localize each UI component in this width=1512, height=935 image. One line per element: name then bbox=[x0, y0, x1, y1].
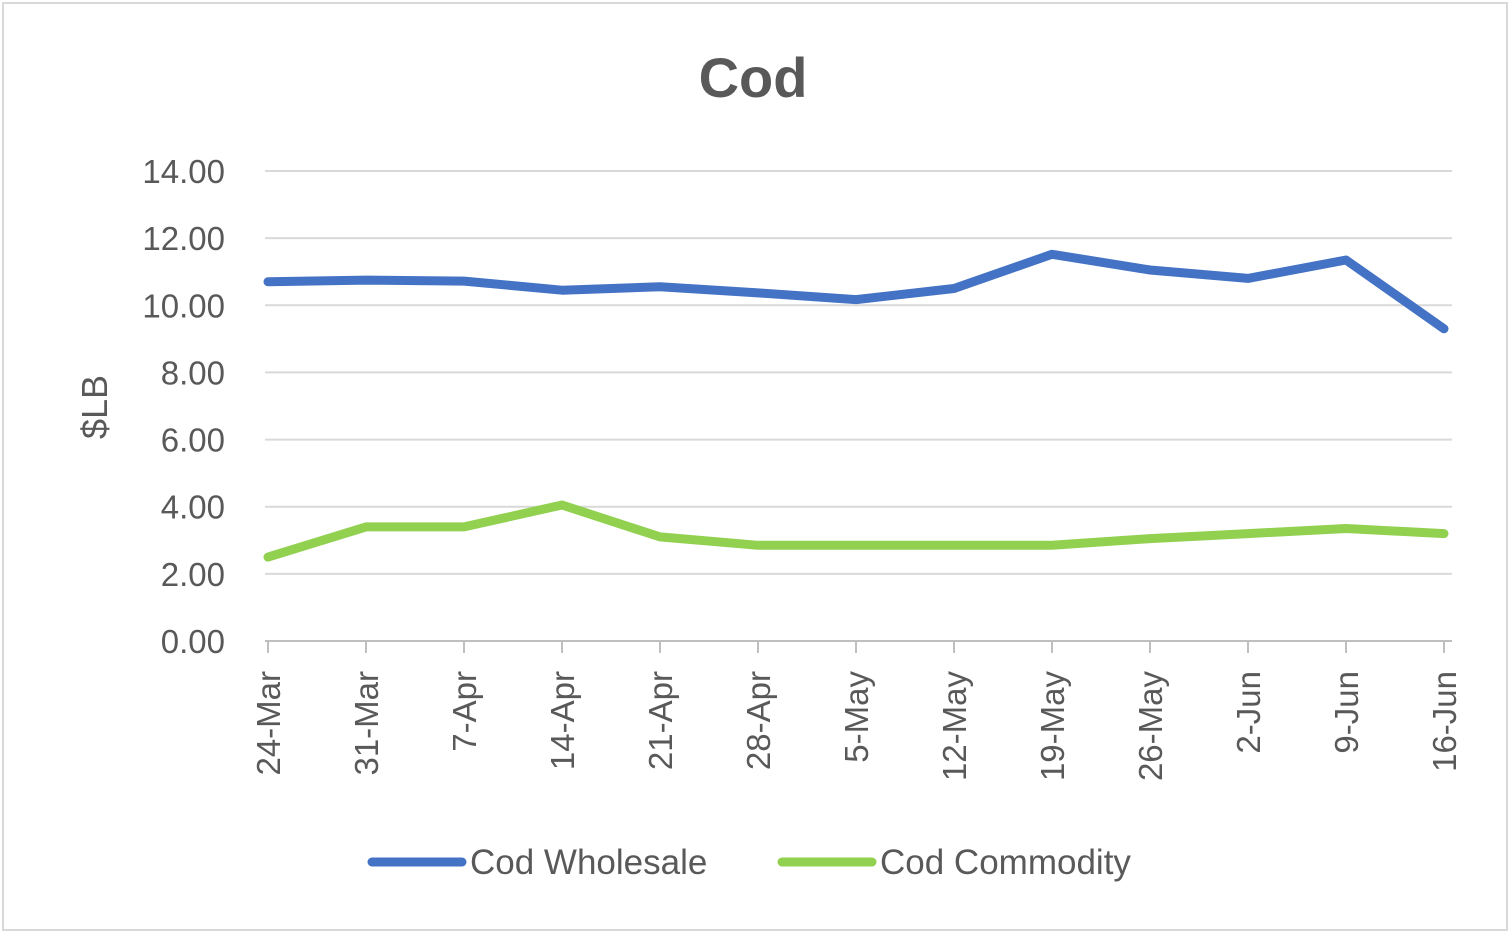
x-tick-label: 9-Jun bbox=[1328, 671, 1365, 754]
y-tick-label: 8.00 bbox=[161, 354, 225, 391]
y-tick-label: 12.00 bbox=[142, 220, 225, 257]
y-tick-label: 2.00 bbox=[161, 556, 225, 593]
y-tick-label: 4.00 bbox=[161, 489, 225, 526]
y-tick-label: 14.00 bbox=[142, 153, 225, 190]
legend: Cod Wholesale Cod Commodity bbox=[367, 843, 1131, 882]
x-tick-label: 28-Apr bbox=[740, 671, 777, 770]
x-tick-label: 7-Apr bbox=[446, 671, 483, 752]
x-tick-label: 16-Jun bbox=[1426, 671, 1463, 772]
series-line-cod-commodity bbox=[263, 500, 1449, 562]
y-axis-label: $LB bbox=[74, 375, 115, 439]
series-line-cod-wholesale bbox=[263, 249, 1449, 334]
legend-label: Cod Wholesale bbox=[470, 843, 707, 882]
x-tick-label: 19-May bbox=[1034, 671, 1071, 782]
chart-title: Cod bbox=[699, 46, 808, 109]
gridlines bbox=[265, 170, 1452, 642]
x-tick-label: 31-Mar bbox=[348, 671, 385, 776]
x-tick-label: 5-May bbox=[838, 671, 875, 763]
x-tick-label: 24-Mar bbox=[250, 671, 287, 776]
x-tick-label: 12-May bbox=[936, 671, 973, 782]
x-tick-label: 2-Jun bbox=[1230, 671, 1267, 754]
y-tick-label: 0.00 bbox=[161, 623, 225, 660]
y-tick-label: 10.00 bbox=[142, 287, 225, 324]
x-tick-label: 26-May bbox=[1132, 671, 1169, 782]
x-tick-label: 14-Apr bbox=[544, 671, 581, 770]
x-axis: 24-Mar 31-Mar 7-Apr 14-Apr 21-Apr 28-Apr 5-May… bbox=[250, 640, 1463, 782]
y-axis-ticks: 0.00 2.00 4.00 6.00 8.00 10.00 12.00 14.00 bbox=[142, 153, 225, 660]
x-tick-label: 21-Apr bbox=[642, 671, 679, 770]
legend-label: Cod Commodity bbox=[880, 843, 1131, 882]
y-tick-label: 6.00 bbox=[161, 422, 225, 459]
series-lines bbox=[263, 249, 1449, 562]
